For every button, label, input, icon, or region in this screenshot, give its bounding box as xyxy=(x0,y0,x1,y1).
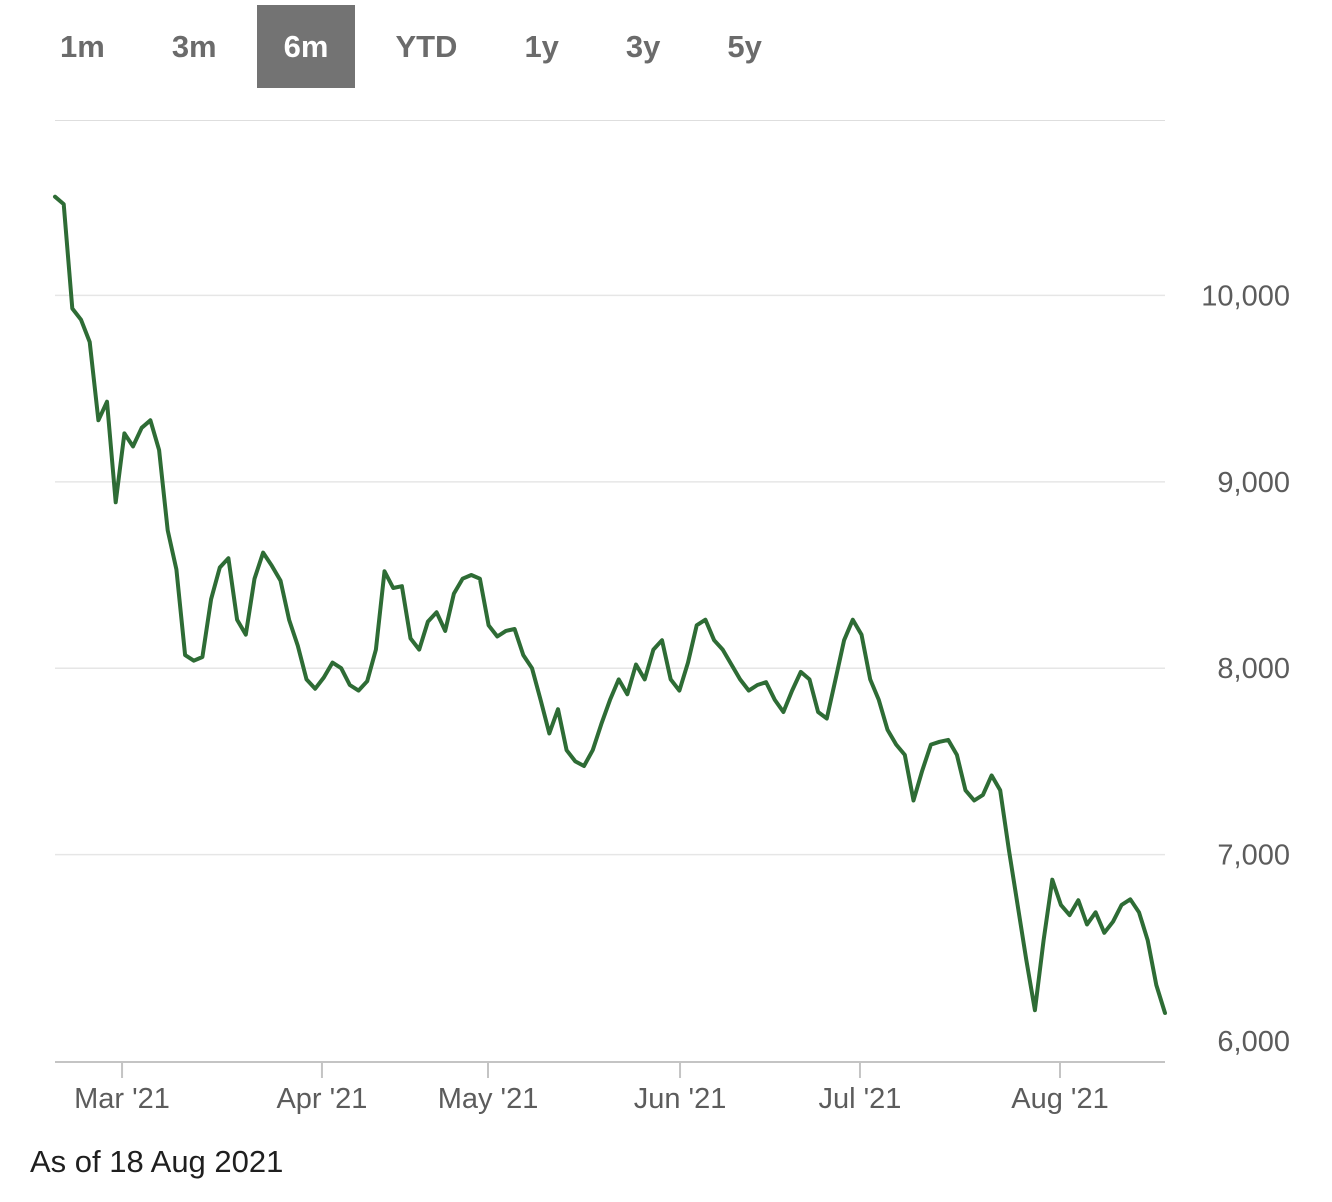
time-range-tabs: 1m 3m 6m YTD 1y 3y 5y xyxy=(33,5,789,88)
tab-5y[interactable]: 5y xyxy=(700,5,788,88)
y-axis-label: 7,000 xyxy=(1217,840,1290,872)
x-axis-label: Aug '21 xyxy=(1011,1083,1108,1115)
x-axis-label: May '21 xyxy=(438,1083,539,1115)
x-axis-label: Mar '21 xyxy=(74,1083,170,1115)
x-axis-label: Jun '21 xyxy=(634,1083,727,1115)
tabs-divider xyxy=(55,120,1165,121)
price-line-chart: 10,000 9,000 8,000 7,000 6,000 Mar '21 Apr '21… xyxy=(53,194,1290,1115)
price-line xyxy=(53,194,1167,1015)
tab-ytd[interactable]: YTD xyxy=(368,5,484,88)
tab-6m[interactable]: 6m xyxy=(256,5,356,88)
y-axis-label: 6,000 xyxy=(1217,1026,1290,1058)
tab-1m[interactable]: 1m xyxy=(33,5,132,88)
y-axis-label: 9,000 xyxy=(1217,467,1290,499)
x-axis-label: Apr '21 xyxy=(276,1083,367,1115)
y-axis-label: 8,000 xyxy=(1217,653,1290,685)
tab-3y[interactable]: 3y xyxy=(599,5,687,88)
x-axis-label: Jul '21 xyxy=(819,1083,902,1115)
as-of-label: As of 18 Aug 2021 xyxy=(30,1144,284,1179)
tab-1y[interactable]: 1y xyxy=(497,5,585,88)
tab-3m[interactable]: 3m xyxy=(145,5,244,88)
y-axis-label: 10,000 xyxy=(1201,280,1290,312)
